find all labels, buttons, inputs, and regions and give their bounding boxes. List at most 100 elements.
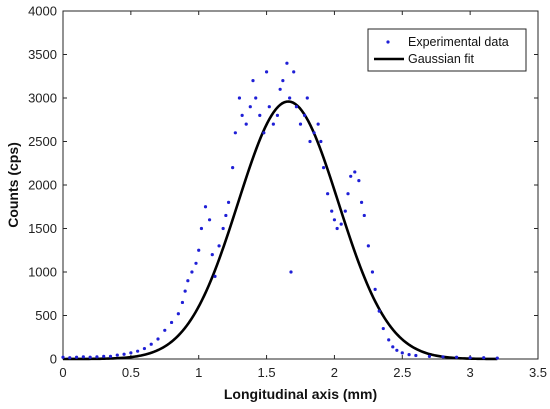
gaussian-fit-line <box>63 100 498 361</box>
scatter-layer <box>61 61 499 360</box>
data-point <box>149 342 153 346</box>
data-point <box>74 355 79 359</box>
data-point <box>213 274 217 278</box>
data-point <box>264 70 269 74</box>
data-point <box>267 105 271 109</box>
data-point <box>231 166 235 170</box>
data-point <box>169 320 174 325</box>
data-point <box>298 122 303 126</box>
y-tick-label: 3500 <box>28 47 57 62</box>
data-point <box>224 213 228 218</box>
data-point <box>373 287 377 291</box>
data-point <box>203 205 208 209</box>
legend-marker-experimental <box>386 40 390 44</box>
data-point <box>321 166 326 170</box>
data-point <box>332 218 337 222</box>
data-point <box>335 226 339 231</box>
data-point <box>115 353 119 357</box>
data-point <box>197 248 201 252</box>
data-point <box>254 96 258 100</box>
data-point <box>122 352 126 356</box>
data-point <box>359 200 364 204</box>
data-point <box>362 213 366 218</box>
data-point <box>142 346 147 351</box>
data-point <box>240 113 244 117</box>
x-tick-label: 2.5 <box>393 365 411 380</box>
data-point <box>95 355 99 359</box>
data-point <box>102 354 106 358</box>
legend-label-gaussian: Gaussian fit <box>408 52 475 66</box>
data-point <box>81 355 85 359</box>
data-point <box>186 279 190 283</box>
data-point <box>366 244 370 248</box>
data-point <box>288 96 292 100</box>
data-point <box>108 354 113 358</box>
data-point <box>136 349 140 353</box>
data-point <box>316 122 320 126</box>
data-point <box>262 131 266 135</box>
y-tick-label: 3000 <box>28 91 57 106</box>
data-point <box>210 253 214 257</box>
data-point <box>176 312 180 316</box>
x-tick-label: 1.5 <box>258 365 276 380</box>
y-tick-label: 4000 <box>28 4 57 19</box>
data-point <box>285 61 289 65</box>
data-point <box>281 79 285 83</box>
data-point <box>326 192 330 196</box>
legend-label-experimental: Experimental data <box>408 35 509 49</box>
data-point <box>199 226 204 231</box>
data-point <box>482 356 486 360</box>
x-tick-label: 1 <box>195 365 202 380</box>
data-point <box>454 355 459 359</box>
data-point <box>61 355 65 359</box>
data-point <box>357 179 361 183</box>
data-point <box>377 309 381 313</box>
data-point <box>275 113 280 117</box>
x-tick-label: 3 <box>467 365 474 380</box>
data-point <box>68 356 72 360</box>
data-point <box>180 300 185 305</box>
y-tick-label: 2000 <box>28 178 57 193</box>
data-point <box>233 131 237 135</box>
data-point <box>414 353 418 358</box>
x-axis-label: Longitudinal axis (mm) <box>224 386 377 402</box>
data-point <box>353 170 357 174</box>
data-point <box>294 105 299 109</box>
data-point <box>226 200 231 204</box>
x-tick-label: 0.5 <box>122 365 140 380</box>
data-point <box>183 289 187 293</box>
legend-box <box>367 28 527 72</box>
data-point <box>278 87 282 91</box>
data-point <box>343 209 347 213</box>
x-tick-label: 3.5 <box>529 365 547 380</box>
data-point <box>207 218 212 222</box>
data-point <box>129 351 133 355</box>
y-tick-label: 500 <box>35 308 57 323</box>
data-point <box>248 105 252 109</box>
y-tick-label: 1000 <box>28 265 57 280</box>
data-point <box>305 96 309 100</box>
data-point <box>221 226 225 231</box>
data-point <box>395 348 399 352</box>
data-point <box>244 122 248 126</box>
data-point <box>308 139 312 144</box>
data-point <box>88 355 92 359</box>
data-point <box>163 328 167 332</box>
y-tick-label: 0 <box>50 352 57 367</box>
y-axis-label: Counts (cps) <box>5 142 21 228</box>
data-point <box>194 261 198 265</box>
y-tick-label: 2500 <box>28 134 57 149</box>
data-point <box>312 131 316 135</box>
data-point <box>271 122 275 126</box>
y-tick-label: 1500 <box>28 221 57 236</box>
data-point <box>391 345 395 349</box>
data-point <box>237 96 242 100</box>
data-point <box>346 192 350 196</box>
data-point <box>319 139 323 144</box>
legend: Experimental data Gaussian fit <box>367 28 527 72</box>
data-point <box>217 244 221 248</box>
fit-line-layer <box>63 100 498 361</box>
data-point <box>258 113 262 117</box>
data-point <box>289 270 293 274</box>
data-point <box>330 209 334 213</box>
